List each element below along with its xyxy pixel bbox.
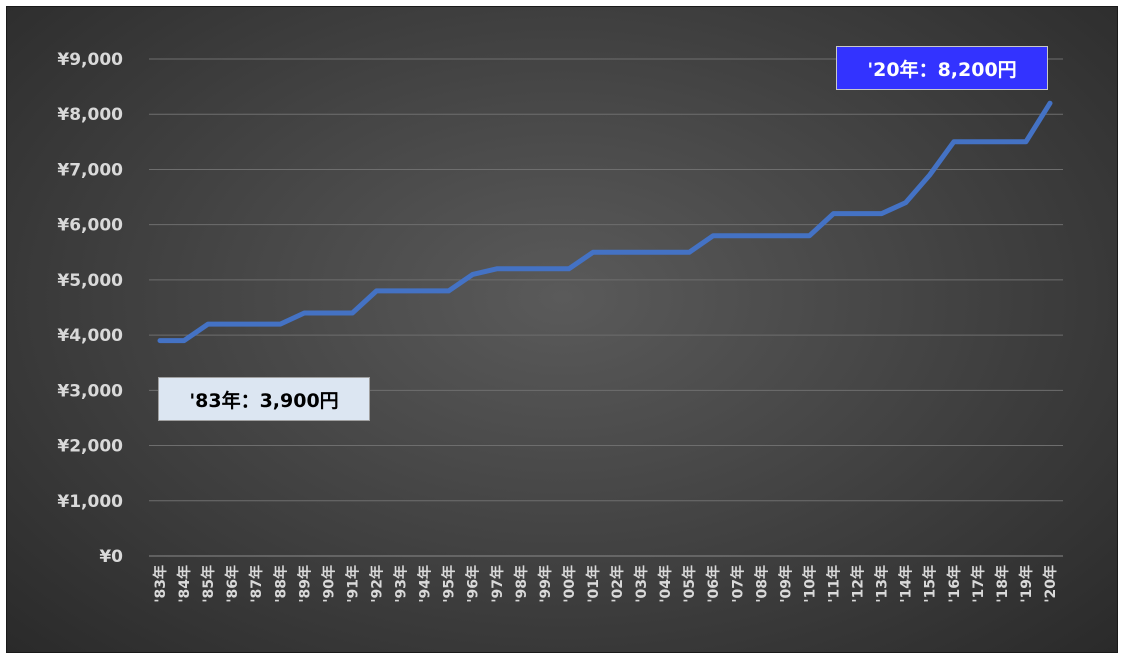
x-tick-label: '00年 xyxy=(561,565,578,603)
y-tick-label: ¥9,000 xyxy=(57,50,123,70)
x-tick-label: '91年 xyxy=(344,565,361,603)
series-line xyxy=(157,100,1053,344)
x-tick-label: '15年 xyxy=(922,565,939,603)
y-tick-label: ¥6,000 xyxy=(57,216,123,236)
y-tick-label: ¥4,000 xyxy=(57,326,123,346)
x-axis-ticks: '83年 '84年 '85年 '86年 '87年 '88年 '89年 '90年 '91年 '92年… xyxy=(152,565,1059,603)
x-tick-label: '08年 xyxy=(753,565,770,603)
x-tick-label: '20年 xyxy=(1042,565,1059,603)
x-tick-label: '17年 xyxy=(970,565,987,603)
x-tick-label: '05年 xyxy=(681,565,698,603)
x-tick-label: '13年 xyxy=(874,565,891,603)
x-tick-label: '18年 xyxy=(994,565,1011,603)
x-tick-label: '10年 xyxy=(801,565,818,603)
y-tick-label: ¥0 xyxy=(99,547,123,567)
x-tick-label: '98年 xyxy=(513,565,530,603)
x-tick-label: '84年 xyxy=(176,565,193,603)
x-tick-label: '01年 xyxy=(585,565,602,603)
x-tick-label: '99年 xyxy=(537,565,554,603)
x-tick-label: '03年 xyxy=(633,565,650,603)
gridlines xyxy=(149,58,1063,557)
y-tick-label: ¥2,000 xyxy=(57,437,123,457)
x-tick-label: '16年 xyxy=(946,565,963,603)
x-tick-label: '11年 xyxy=(826,565,843,603)
x-tick-label: '93年 xyxy=(393,565,410,603)
y-tick-label: ¥1,000 xyxy=(57,492,123,512)
x-tick-label: '89年 xyxy=(296,565,313,603)
x-tick-label: '97年 xyxy=(489,565,506,603)
y-tick-label: ¥7,000 xyxy=(57,160,123,180)
chart-area: ¥0 ¥1,000 ¥2,000 ¥3,000 ¥4,000 ¥5,000 ¥6,000 ¥7… xyxy=(6,6,1118,653)
x-tick-label: '09年 xyxy=(777,565,794,603)
annotation-start-value: '83年：3,900円 xyxy=(158,377,370,421)
x-tick-label: '04年 xyxy=(657,565,674,603)
x-tick-label: '07年 xyxy=(729,565,746,603)
series-layer xyxy=(157,100,1053,344)
x-tick-label: '14年 xyxy=(898,565,915,603)
x-tick-label: '12年 xyxy=(850,565,867,603)
x-tick-label: '94年 xyxy=(417,565,434,603)
x-tick-label: '19年 xyxy=(1018,565,1035,603)
x-tick-label: '83年 xyxy=(152,565,169,603)
line-chart: ¥0 ¥1,000 ¥2,000 ¥3,000 ¥4,000 ¥5,000 ¥6,000 ¥7… xyxy=(57,50,1063,603)
x-tick-label: '88年 xyxy=(272,565,289,603)
x-tick-label: '92年 xyxy=(368,565,385,603)
x-tick-label: '86年 xyxy=(224,565,241,603)
y-tick-label: ¥3,000 xyxy=(57,381,123,401)
y-axis-ticks: ¥0 ¥1,000 ¥2,000 ¥3,000 ¥4,000 ¥5,000 ¥6,000 ¥7… xyxy=(57,50,123,567)
annotation-end-value: '20年：8,200円 xyxy=(836,46,1048,90)
y-tick-label: ¥8,000 xyxy=(57,105,123,125)
x-tick-label: '85年 xyxy=(200,565,217,603)
y-tick-label: ¥5,000 xyxy=(57,271,123,291)
x-tick-label: '87年 xyxy=(248,565,265,603)
x-tick-label: '90年 xyxy=(320,565,337,603)
x-tick-label: '06年 xyxy=(705,565,722,603)
x-tick-label: '95年 xyxy=(441,565,458,603)
x-tick-label: '02年 xyxy=(609,565,626,603)
x-tick-label: '96年 xyxy=(465,565,482,603)
